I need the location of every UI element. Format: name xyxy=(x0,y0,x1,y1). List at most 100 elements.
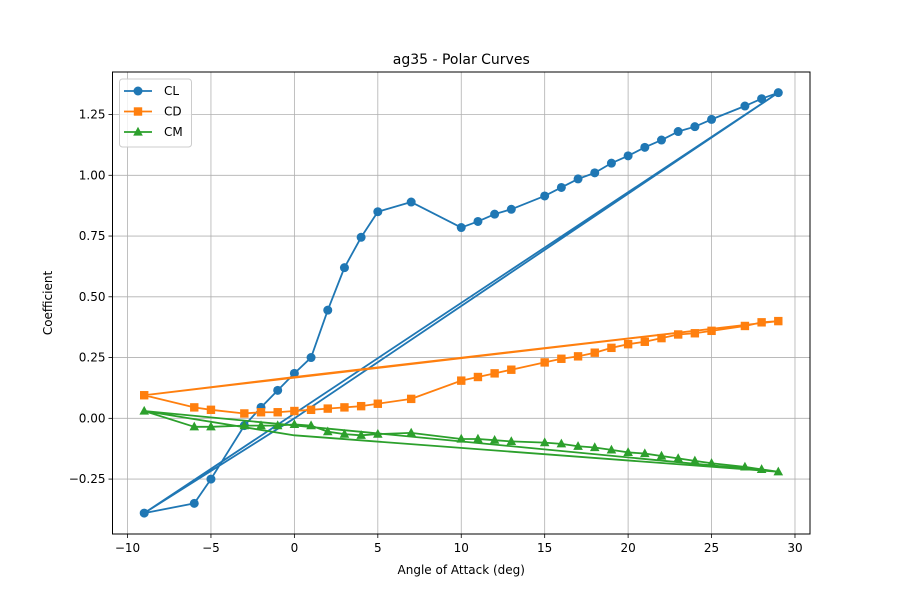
x-tick-label: 20 xyxy=(620,541,635,555)
cm-point xyxy=(573,441,583,450)
cl-point xyxy=(406,197,416,207)
chart-title: ag35 - Polar Curves xyxy=(393,52,530,68)
cd-point xyxy=(774,316,783,326)
cl-point xyxy=(373,207,383,217)
cm-point xyxy=(673,453,683,463)
cd-point xyxy=(190,403,199,412)
cm-point xyxy=(272,420,283,430)
cm-point xyxy=(756,464,767,473)
cd-point xyxy=(507,365,516,374)
cl-point xyxy=(740,101,750,111)
cm-point xyxy=(373,428,383,438)
y-tick-label: 0.00 xyxy=(79,411,106,425)
cl-point xyxy=(573,174,583,184)
x-tick-label: −10 xyxy=(115,541,140,555)
y-tick-label: 0.50 xyxy=(79,290,106,304)
axis-ticks: −10 −5 0 5 10 15 20 25 30 −0.25 0.00 0.25 0.50 0.75 1.… xyxy=(69,108,803,555)
cd-point xyxy=(273,408,282,417)
cm-point xyxy=(456,433,467,443)
cd-point xyxy=(707,326,716,336)
series-lines xyxy=(139,88,784,518)
cl-point xyxy=(506,204,516,214)
cd-point xyxy=(623,339,633,349)
x-tick-label: 15 xyxy=(537,541,552,555)
cl-point xyxy=(490,209,500,219)
cl-point xyxy=(606,158,616,168)
cm-point xyxy=(406,427,416,437)
cm-point xyxy=(256,420,266,430)
cd-point xyxy=(356,401,366,411)
cl-point xyxy=(640,142,650,152)
cd-point xyxy=(740,321,750,331)
cm-point xyxy=(339,428,350,438)
cl-point xyxy=(656,135,666,145)
cd-point xyxy=(256,408,266,417)
cd-point xyxy=(673,330,683,339)
legend: CL CD CM xyxy=(119,78,192,148)
y-tick-label: −0.25 xyxy=(69,472,106,486)
cm-point xyxy=(506,436,517,446)
grid xyxy=(112,72,810,534)
x-tick-label: 10 xyxy=(454,541,469,555)
cd-point xyxy=(240,409,249,418)
cm-point xyxy=(489,434,500,444)
cd-point xyxy=(306,405,316,415)
cm-point xyxy=(322,426,333,436)
cm-point xyxy=(556,438,567,448)
cl-point xyxy=(189,498,199,508)
legend-entry-cm: CM xyxy=(124,125,183,139)
cl-point xyxy=(623,151,633,161)
cl-point xyxy=(556,182,566,192)
y-tick-label: 1.25 xyxy=(79,108,106,122)
cm-point xyxy=(640,448,650,458)
cd-point xyxy=(290,406,299,416)
cl-point xyxy=(306,353,316,363)
y-tick-label: 0.75 xyxy=(79,229,106,243)
y-tick-label: 0.25 xyxy=(79,351,106,365)
cm-point xyxy=(539,437,550,447)
cd-point xyxy=(590,348,599,357)
cd-point xyxy=(373,399,383,408)
cl-point xyxy=(690,122,700,132)
cl-line xyxy=(143,91,780,514)
cl-point xyxy=(773,88,783,98)
cm-point xyxy=(773,466,784,476)
cd-point xyxy=(540,358,549,367)
cd-point xyxy=(557,354,566,363)
cd-point xyxy=(607,343,616,353)
cm-point xyxy=(473,433,483,443)
cd-point xyxy=(690,329,700,338)
cm-point xyxy=(189,421,200,431)
cm-point xyxy=(589,442,600,452)
cd-point xyxy=(140,391,149,400)
cd-point xyxy=(640,337,650,346)
legend-entries: CL CD CM xyxy=(124,84,183,139)
cm-point xyxy=(139,405,150,415)
cl-point xyxy=(707,114,717,124)
cm-point xyxy=(606,444,617,454)
legend-entry-cd: CD xyxy=(124,105,182,119)
x-axis-label: Angle of Attack (deg) xyxy=(398,563,525,577)
series-cd xyxy=(140,316,783,418)
legend-label: CD xyxy=(164,105,182,119)
series-cl xyxy=(139,88,783,518)
cd-point xyxy=(657,333,666,343)
x-tick-label: 0 xyxy=(291,541,299,555)
cd-point xyxy=(340,403,349,412)
legend-label: CL xyxy=(164,84,179,98)
cl-point xyxy=(590,168,600,178)
cm-point xyxy=(623,447,633,456)
cm-point xyxy=(740,461,750,471)
cm-point xyxy=(690,455,700,465)
cm-point xyxy=(239,420,250,430)
x-tick-label: 5 xyxy=(374,541,382,555)
cl-point xyxy=(456,223,466,233)
cl-point xyxy=(356,232,366,242)
cl-point xyxy=(273,385,283,395)
x-tick-label: −5 xyxy=(202,541,220,555)
y-tick-label: 1.00 xyxy=(79,168,106,182)
cl-point xyxy=(323,305,333,315)
cl-point xyxy=(673,127,683,137)
cl-point xyxy=(206,474,216,484)
cm-point xyxy=(206,421,216,431)
